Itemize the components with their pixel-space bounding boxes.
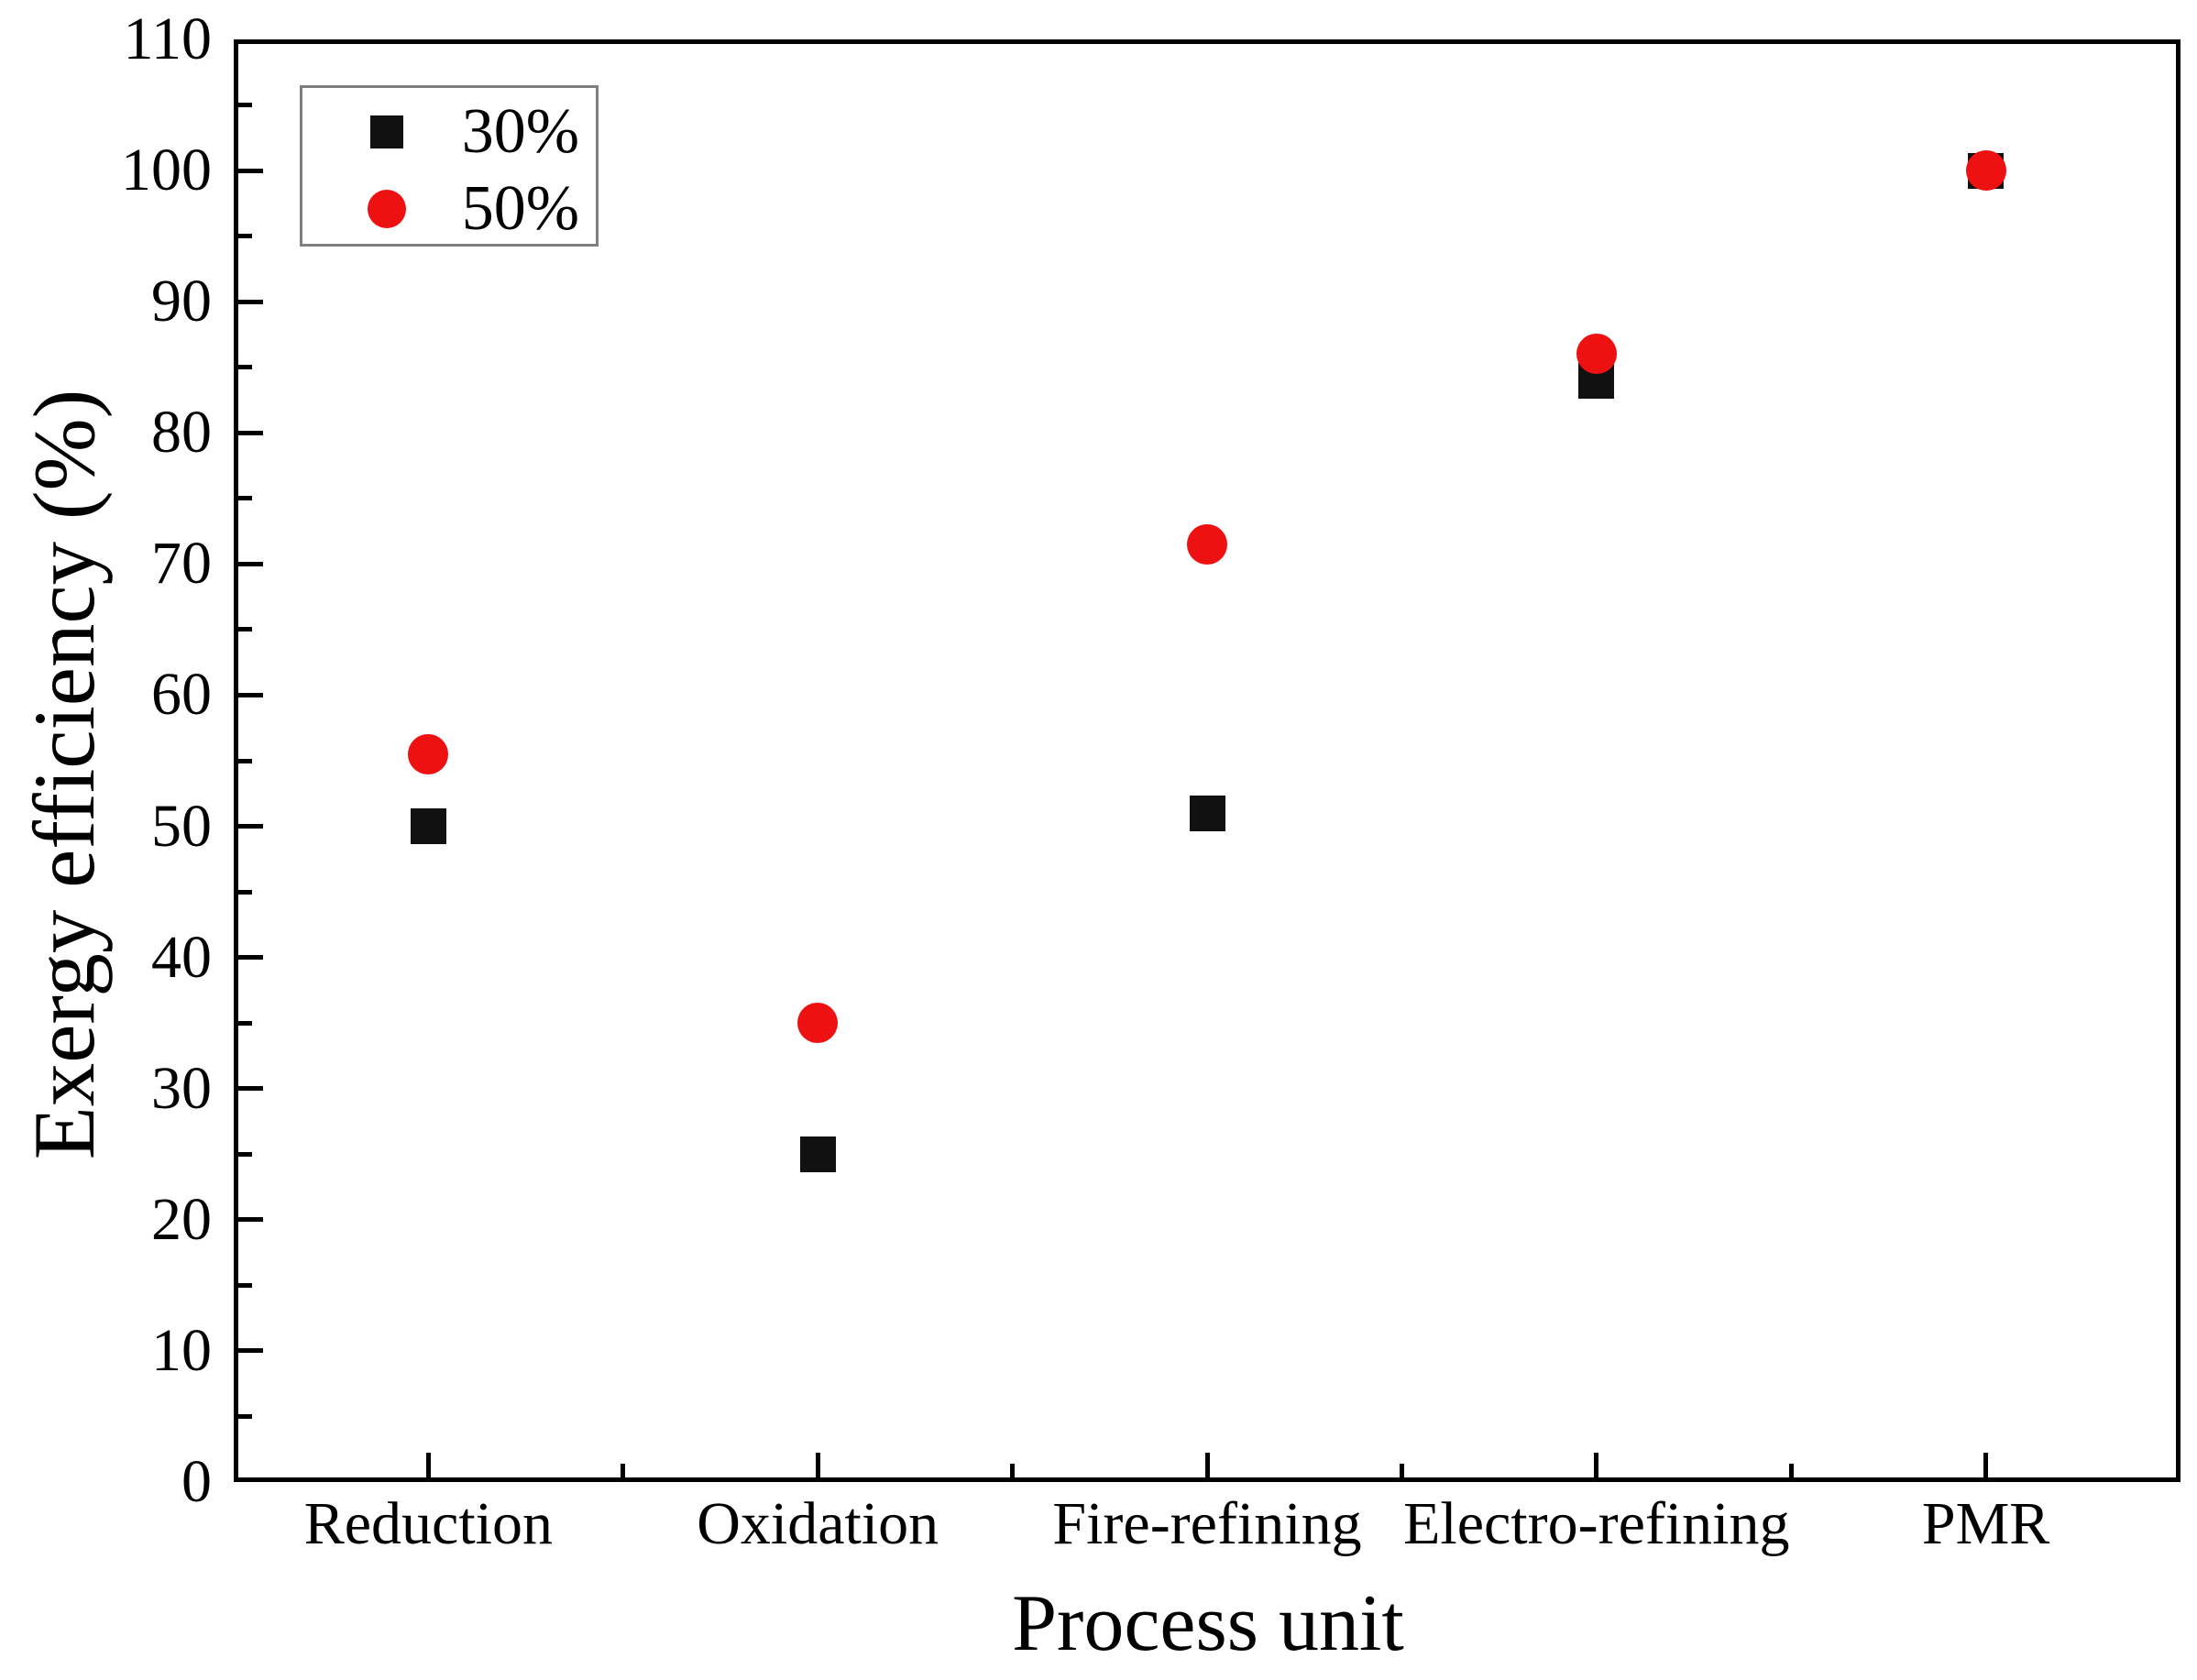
x-major-tick (425, 1453, 431, 1478)
x-category-label: PMR (1921, 1490, 2050, 1557)
y-tick-label: 110 (123, 5, 212, 72)
y-tick-label: 0 (181, 1448, 212, 1515)
data-point-50% (797, 1003, 839, 1044)
x-category-label: Fire-refining (1052, 1490, 1362, 1557)
y-minor-tick (237, 365, 252, 370)
y-minor-tick (237, 1413, 252, 1419)
y-major-tick (237, 1217, 263, 1223)
y-major-tick (237, 561, 263, 566)
y-tick-label: 60 (151, 661, 212, 729)
y-tick-label: 80 (151, 399, 212, 467)
y-tick-label: 10 (151, 1316, 212, 1384)
y-tick-label: 40 (151, 923, 212, 991)
y-minor-tick (237, 889, 252, 895)
x-category-label: Electro-refining (1403, 1490, 1790, 1557)
x-minor-tick (1399, 1464, 1404, 1478)
y-tick-label: 20 (151, 1185, 212, 1253)
data-point-30% (410, 808, 446, 845)
y-minor-tick (237, 758, 252, 763)
x-major-tick (815, 1453, 820, 1478)
y-major-tick (237, 1348, 263, 1354)
y-minor-tick (237, 103, 252, 108)
y-minor-tick (237, 496, 252, 501)
y-minor-tick (237, 1282, 252, 1288)
legend: 30% 50% (300, 85, 599, 247)
y-major-tick (237, 299, 263, 304)
data-point-30% (1189, 795, 1225, 831)
y-minor-tick (237, 627, 252, 632)
x-major-tick (1594, 1453, 1599, 1478)
x-minor-tick (621, 1464, 626, 1478)
data-point-30% (799, 1136, 836, 1172)
legend-label: 30% (461, 96, 579, 167)
legend-marker-circle-icon (368, 190, 406, 228)
y-major-tick (237, 692, 263, 697)
data-point-50% (408, 733, 449, 774)
y-minor-tick (237, 1020, 252, 1026)
x-category-label: Reduction (303, 1490, 554, 1557)
y-major-tick (237, 430, 263, 435)
data-point-50% (1965, 150, 2006, 192)
y-major-tick (237, 955, 263, 961)
y-major-tick (237, 824, 263, 829)
legend-label: 50% (461, 173, 579, 244)
x-minor-tick (1010, 1464, 1016, 1478)
data-point-50% (1576, 334, 1617, 375)
y-tick-label: 90 (151, 268, 212, 335)
x-major-tick (1204, 1453, 1210, 1478)
y-tick-label: 50 (151, 792, 212, 860)
y-tick-label: 100 (121, 137, 212, 204)
y-tick-label: 70 (151, 530, 212, 598)
y-major-tick (237, 168, 263, 173)
x-minor-tick (1788, 1464, 1794, 1478)
legend-marker-square-icon (370, 115, 403, 148)
x-axis-title: Process unit (1012, 1579, 1404, 1668)
y-tick-label: 30 (151, 1054, 212, 1122)
data-point-50% (1187, 523, 1227, 565)
y-minor-tick (237, 234, 252, 239)
y-minor-tick (237, 1151, 252, 1157)
y-major-tick (237, 1086, 263, 1092)
plot-area-frame (234, 39, 2181, 1482)
x-major-tick (1983, 1453, 1989, 1478)
x-category-label: Oxidation (697, 1490, 939, 1557)
